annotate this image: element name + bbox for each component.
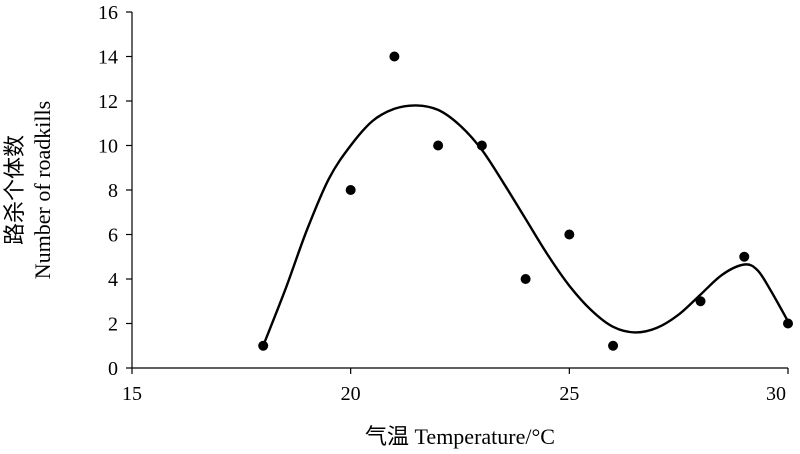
y-tick-label: 4 — [108, 269, 118, 291]
x-tick-label: 25 — [559, 383, 579, 405]
y-tick-label: 14 — [98, 47, 118, 69]
x-tick-label: 30 — [766, 383, 786, 405]
data-point — [695, 296, 706, 307]
data-point — [520, 274, 531, 284]
y-tick-label: 0 — [108, 358, 118, 380]
x-axis-label: 气温 Temperature/°C — [365, 424, 555, 449]
y-tick-label: 12 — [98, 91, 118, 113]
y-axis-label-zh: 路杀个体数 — [2, 135, 27, 245]
data-point — [739, 251, 750, 262]
x-tick-label: 20 — [341, 383, 361, 405]
y-tick-label: 2 — [108, 314, 118, 336]
data-point — [476, 140, 487, 151]
y-tick-label: 8 — [108, 180, 118, 202]
y-tick-label: 16 — [98, 2, 118, 24]
data-point — [258, 340, 269, 351]
data-point — [433, 140, 444, 151]
y-axis-ticks: 0 2 4 6 8 10 12 14 16 — [98, 2, 132, 380]
data-points — [258, 51, 793, 351]
y-tick-label: 6 — [108, 225, 118, 247]
data-point — [564, 229, 575, 240]
y-tick-label: 10 — [98, 136, 118, 158]
data-point — [345, 185, 356, 195]
data-point — [389, 51, 400, 62]
y-axis-label-en: Number of roadkills — [30, 101, 55, 279]
x-tick-label: 15 — [122, 383, 142, 405]
data-point — [783, 318, 793, 329]
data-point — [608, 340, 619, 351]
trend-curve — [262, 104, 790, 347]
x-axis-ticks: 15 20 25 30 — [122, 368, 789, 405]
